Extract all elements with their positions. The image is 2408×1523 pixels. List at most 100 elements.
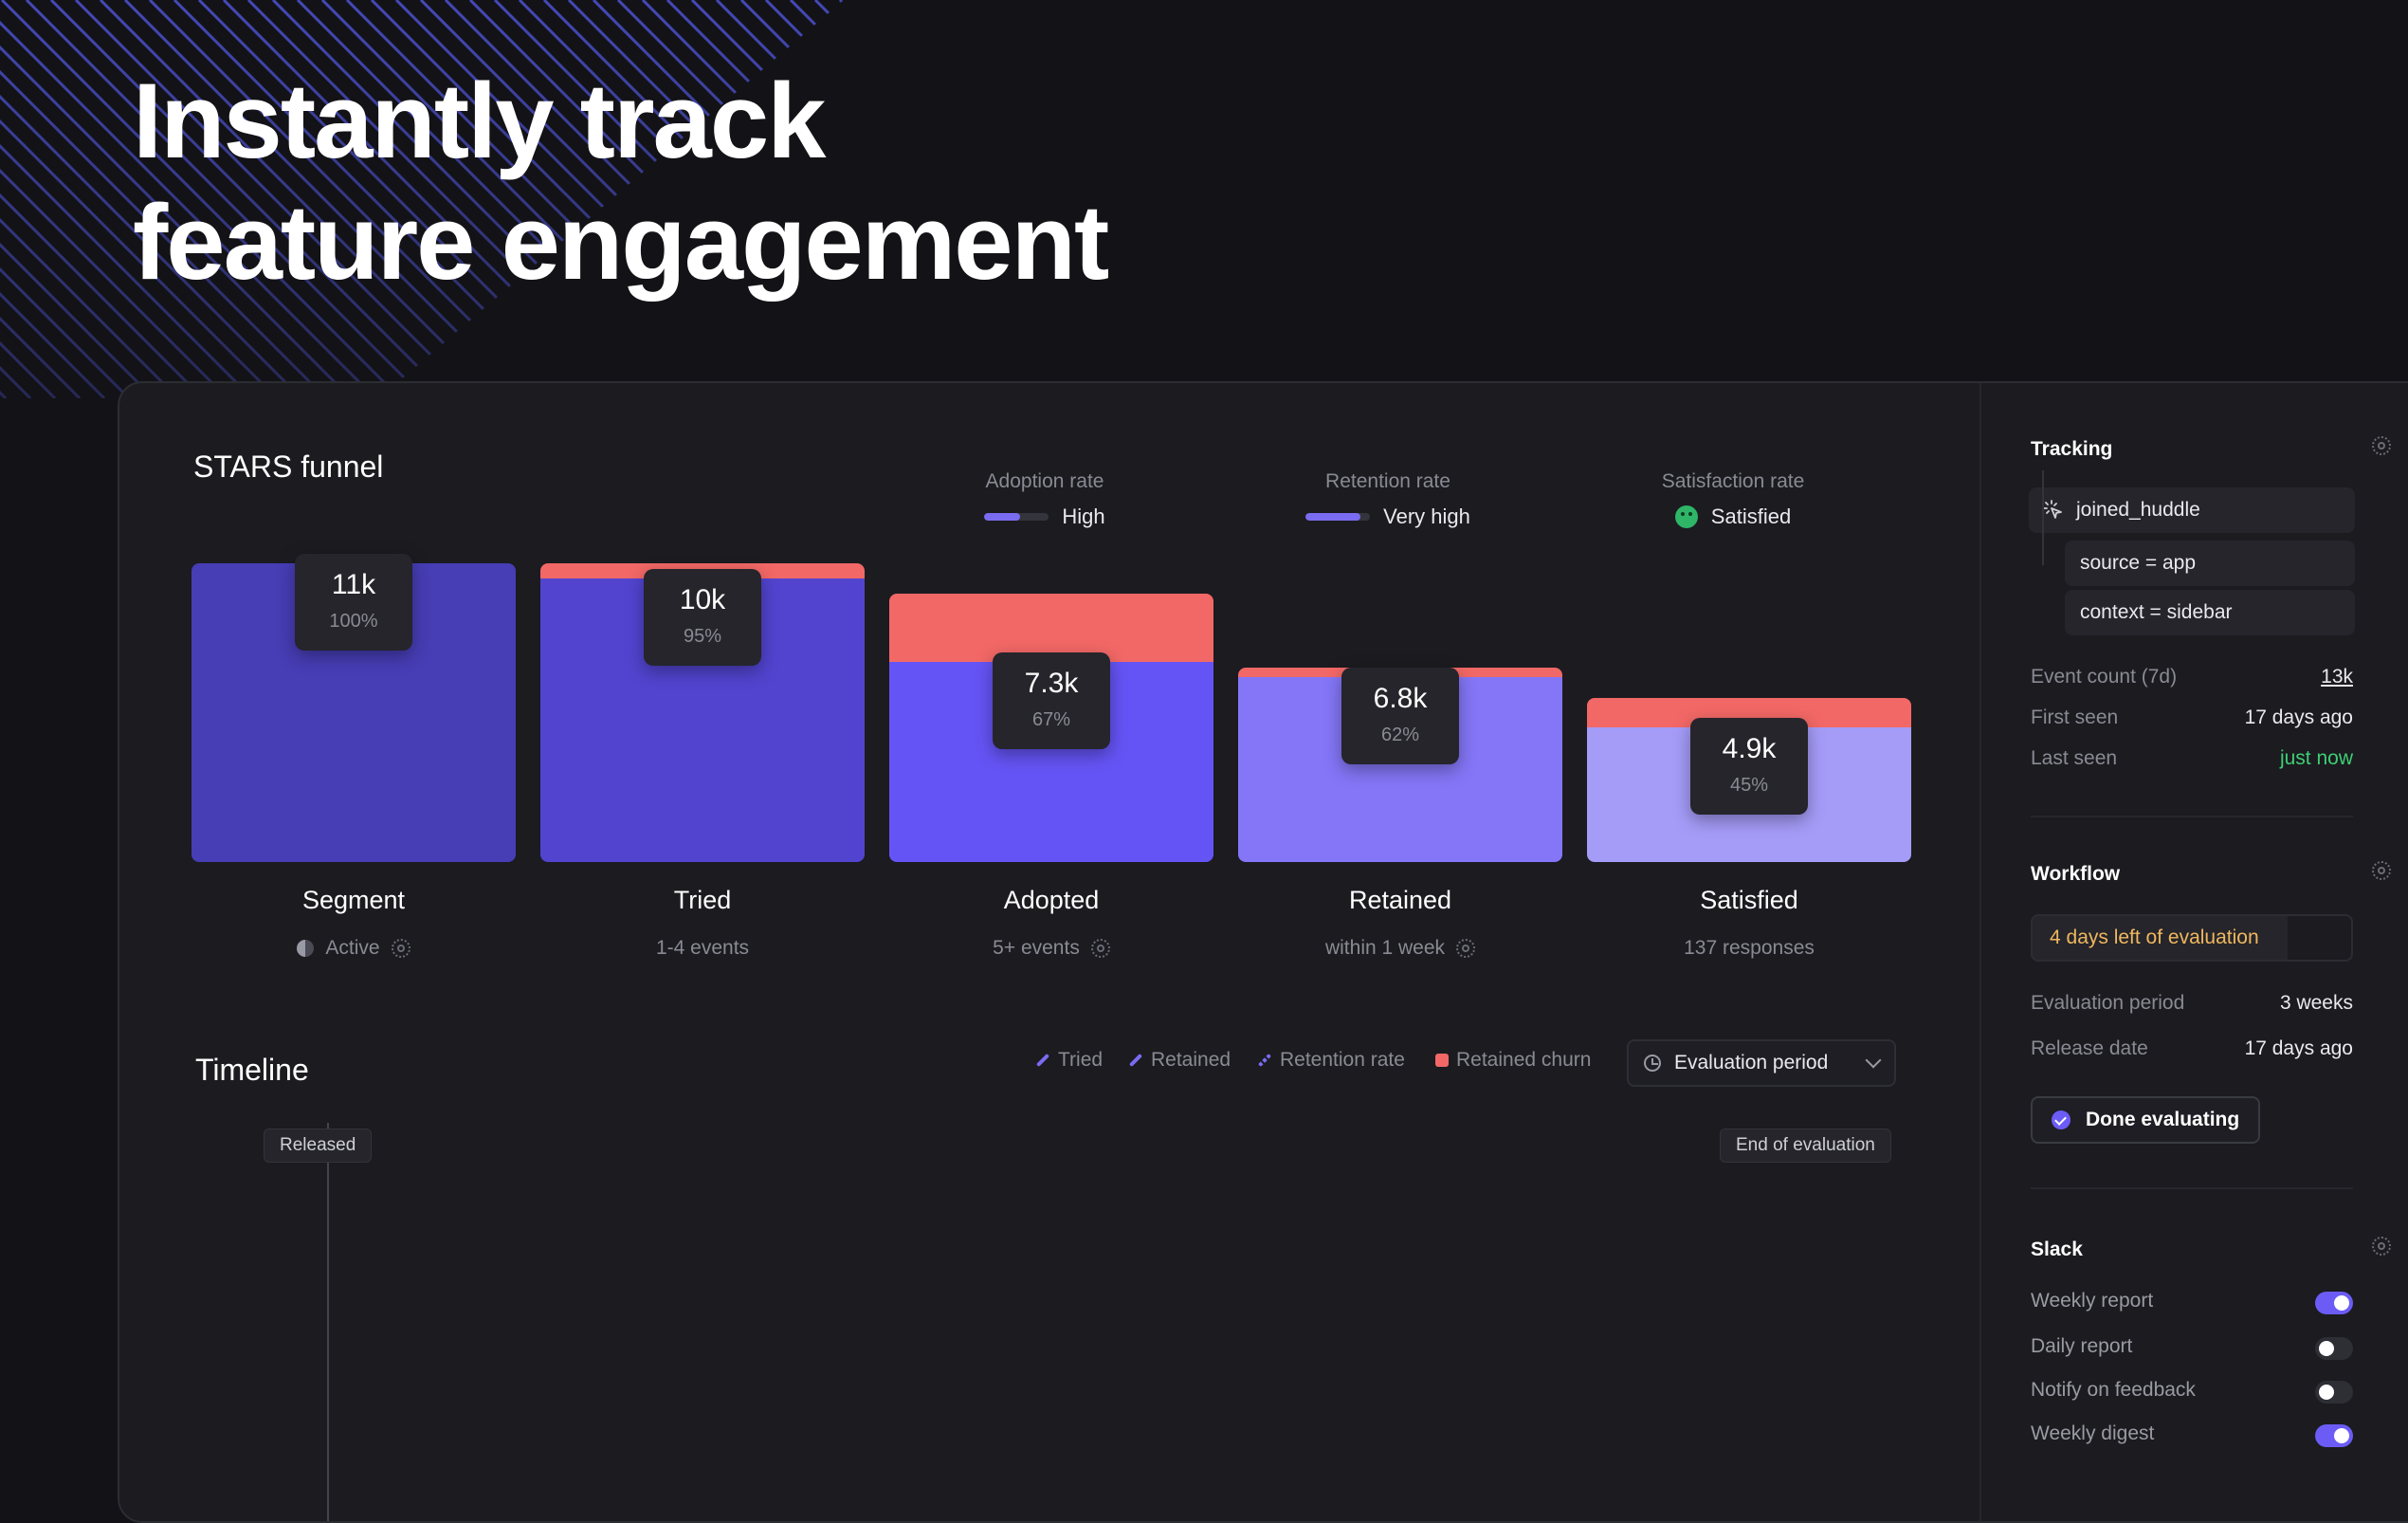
sidebar: Tracking joined_huddle source = app cont… <box>1979 383 2408 1521</box>
funnel-stage-name: Tried <box>673 886 732 914</box>
legend-retention-rate[interactable]: Retention rate <box>1257 1049 1405 1072</box>
workflow-title: Workflow <box>2031 863 2121 885</box>
satisfaction-rate-label: Satisfaction rate <box>1661 470 1805 492</box>
clock-icon <box>1644 1055 1661 1072</box>
evaluation-period-sidebar-value: 3 weeks <box>2279 992 2353 1014</box>
gear-icon[interactable] <box>1456 939 1476 958</box>
release-date-label: Release date <box>2031 1037 2148 1059</box>
satisfaction-rate-metric: Satisfaction rate Satisfied <box>1591 470 1875 529</box>
divider <box>2031 816 2353 817</box>
legend-tried-label: Tried <box>1058 1049 1104 1071</box>
last-seen-value: just now <box>2279 747 2353 769</box>
slack-toggle[interactable] <box>2315 1337 2353 1360</box>
done-evaluating-label: Done evaluating <box>2086 1109 2240 1130</box>
funnel-stage-sub-label: 1-4 events <box>655 937 750 959</box>
timeline-chart: 100%75%50%25%0%2001000 <box>327 1123 329 1521</box>
headline: Instantly track feature engagement <box>133 61 1109 303</box>
slack-toggle[interactable] <box>2315 1381 2353 1404</box>
funnel-count-badge: 11k 100% <box>295 554 412 651</box>
funnel-percent: 100% <box>329 611 378 632</box>
gear-icon[interactable] <box>391 939 410 958</box>
filter-context[interactable]: context = sidebar <box>2065 590 2355 635</box>
filter-source[interactable]: source = app <box>2065 541 2355 586</box>
funnel-count-badge: 6.8k 62% <box>1341 667 1459 764</box>
funnel-stage-sub: 137 responses <box>1587 937 1911 960</box>
done-evaluating-button[interactable]: Done evaluating <box>2031 1096 2261 1144</box>
gear-icon[interactable] <box>2372 436 2391 455</box>
square-icon <box>1435 1054 1449 1067</box>
tracked-event[interactable]: joined_huddle <box>2029 487 2355 533</box>
funnel-stage-sub-label: 137 responses <box>1684 937 1815 959</box>
funnel-stage-sub: Active <box>192 937 516 960</box>
retention-rate-value: Very high <box>1383 505 1470 528</box>
gear-icon[interactable] <box>1090 939 1110 958</box>
pen-icon <box>1035 1053 1050 1068</box>
satisfaction-rate-value: Satisfied <box>1710 505 1792 528</box>
legend-retained-churn-label: Retained churn <box>1456 1049 1592 1071</box>
funnel-count-badge: 7.3k 67% <box>993 651 1110 749</box>
tracking-title: Tracking <box>2031 438 2113 460</box>
chevron-down-icon <box>1865 1052 1882 1069</box>
released-marker: Released <box>264 1128 373 1163</box>
funnel-stage-name: Adopted <box>1003 886 1100 914</box>
funnel-stage-sub: 1-4 events <box>540 937 865 960</box>
pie-icon <box>297 940 315 957</box>
decorative-stripes <box>0 0 844 398</box>
funnel-bar-adopted[interactable]: 7.3k 67% <box>889 563 1213 862</box>
funnel-count: 10k <box>679 583 726 615</box>
check-circle-icon <box>2052 1110 2071 1129</box>
adoption-rate-label: Adoption rate <box>985 470 1104 492</box>
funnel-title: STARS funnel <box>193 450 384 484</box>
gear-icon[interactable] <box>2372 861 2391 880</box>
dashboard-panel: STARS funnel Adoption rate High Retentio… <box>118 381 2408 1523</box>
funnel-stage-sub: 5+ events <box>889 937 1213 960</box>
release-date-row: Release date 17 days ago <box>2031 1037 2353 1060</box>
funnel-bar-tried[interactable]: 10k 95% <box>540 563 865 862</box>
funnel-bar-satisfied[interactable]: 4.9k 45% <box>1587 563 1911 862</box>
funnel-percent: 67% <box>1031 708 1071 730</box>
evaluation-period-select[interactable]: Evaluation period <box>1627 1039 1896 1087</box>
slack-toggle[interactable] <box>2315 1292 2353 1314</box>
evaluation-period-value: Evaluation period <box>1674 1052 1829 1073</box>
slack-toggle-label: Weekly digest <box>2031 1422 2155 1444</box>
funnel-percent: 45% <box>1729 775 1769 797</box>
funnel-count-badge: 10k 95% <box>644 568 761 666</box>
retention-rate-bar <box>1305 513 1371 521</box>
retention-rate-label: Retention rate <box>1325 470 1450 492</box>
adoption-rate-value: High <box>1062 505 1105 528</box>
legend-retained-churn[interactable]: Retained churn <box>1435 1049 1591 1072</box>
slack-toggle-label: Daily report <box>2031 1335 2133 1357</box>
filter-tree-line <box>2042 470 2061 565</box>
legend-retained[interactable]: Retained <box>1128 1049 1231 1072</box>
slack-title: Slack <box>2031 1239 2083 1260</box>
legend-retained-label: Retained <box>1151 1049 1231 1071</box>
end-of-evaluation-marker: End of evaluation <box>1720 1128 1891 1163</box>
funnel-count: 4.9k <box>1722 733 1777 765</box>
retention-rate-metric: Retention rate Very high <box>1246 470 1530 529</box>
funnel-churn <box>889 593 1213 662</box>
event-count-row: Event count (7d) 13k <box>2031 666 2353 688</box>
funnel-stage-sub: within 1 week <box>1238 937 1562 960</box>
pen-icon <box>1128 1053 1143 1068</box>
legend-tried[interactable]: Tried <box>1035 1049 1103 1072</box>
first-seen-value: 17 days ago <box>2244 706 2353 728</box>
funnel-count: 7.3k <box>1024 667 1079 699</box>
event-count-value[interactable]: 13k <box>2321 666 2353 688</box>
smile-icon <box>1674 505 1698 528</box>
headline-line-1: Instantly track <box>133 62 826 180</box>
evaluation-period-row: Evaluation period 3 weeks <box>2031 992 2353 1015</box>
funnel-count: 11k <box>331 569 376 600</box>
legend-retention-rate-label: Retention rate <box>1280 1049 1405 1071</box>
funnel-stage-sub-label: 5+ events <box>993 937 1080 959</box>
funnel-bar-segment[interactable]: 11k 100% <box>192 554 516 862</box>
funnel-bar-retained[interactable]: 6.8k 62% <box>1238 563 1562 862</box>
last-seen-label: Last seen <box>2031 747 2118 769</box>
slack-toggle[interactable] <box>2315 1424 2353 1447</box>
gear-icon[interactable] <box>2372 1237 2391 1256</box>
main-area: STARS funnel Adoption rate High Retentio… <box>119 383 1979 1521</box>
adoption-rate-bar <box>984 513 1049 521</box>
slack-toggle-label: Notify on feedback <box>2031 1379 2196 1401</box>
funnel-stage-name: Segment <box>301 886 406 914</box>
evaluation-notice: 4 days left of evaluation <box>2031 914 2353 962</box>
timeline-title: Timeline <box>195 1053 309 1087</box>
